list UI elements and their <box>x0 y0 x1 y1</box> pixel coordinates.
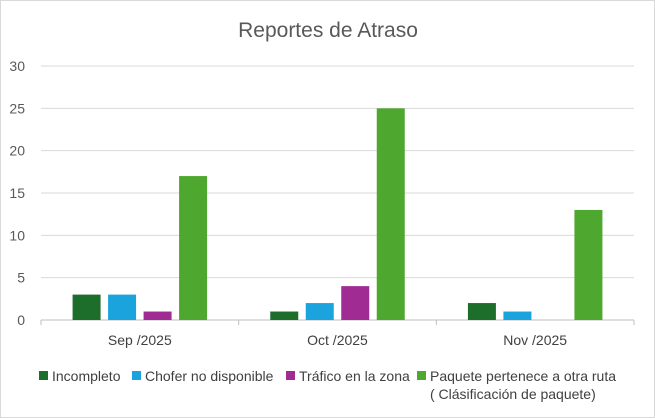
legend-item-paquete: Paquete pertenece a otra ruta ( Clásific… <box>417 367 616 403</box>
bar <box>72 294 101 320</box>
legend-swatch <box>39 371 48 380</box>
y-tick-label: 10 <box>9 227 25 243</box>
y-tick-label: 30 <box>9 58 25 74</box>
y-tick-label: 0 <box>17 312 25 328</box>
x-category-label: Sep /2025 <box>108 332 172 348</box>
bars <box>72 108 603 320</box>
x-category-label: Nov /2025 <box>503 332 567 348</box>
legend-swatch <box>286 371 295 380</box>
legend-swatch <box>132 371 141 380</box>
y-tick-label: 25 <box>9 100 25 116</box>
bar <box>270 311 299 320</box>
bar <box>179 176 208 320</box>
legend-label: Chofer no disponible <box>145 368 274 384</box>
bar <box>341 286 370 320</box>
bar <box>108 294 137 320</box>
legend-label: Incompleto <box>52 368 121 384</box>
bar <box>503 311 532 320</box>
bar <box>467 303 496 320</box>
legend-swatch <box>417 371 426 380</box>
x-axis-categories: Sep /2025 Oct /2025 Nov /2025 <box>108 332 567 348</box>
chart-title: Reportes de Atraso <box>238 19 418 42</box>
legend-label-line2: ( Clásificación de paquete) <box>430 386 596 402</box>
y-axis-ticks: 0 5 10 15 20 25 30 <box>9 58 25 328</box>
y-tick-label: 15 <box>9 185 25 201</box>
bar <box>143 311 172 320</box>
legend-label: Tráfico en la zona <box>299 368 410 384</box>
legend-item-trafico: Tráfico en la zona <box>286 367 410 385</box>
x-category-label: Oct /2025 <box>307 332 368 348</box>
legend-label: Paquete pertenece a otra ruta <box>430 368 617 384</box>
bar <box>305 303 334 320</box>
gridlines <box>40 65 635 325</box>
bar <box>376 108 405 320</box>
y-tick-label: 20 <box>9 143 25 159</box>
bar <box>574 209 603 320</box>
y-tick-label: 5 <box>17 270 25 286</box>
bar-chart: Reportes de Atraso 0 5 10 15 20 25 30 Sep /202… <box>9 19 635 348</box>
legend-item-incompleto: Incompleto <box>39 367 120 385</box>
legend-item-chofer: Chofer no disponible <box>132 367 273 385</box>
